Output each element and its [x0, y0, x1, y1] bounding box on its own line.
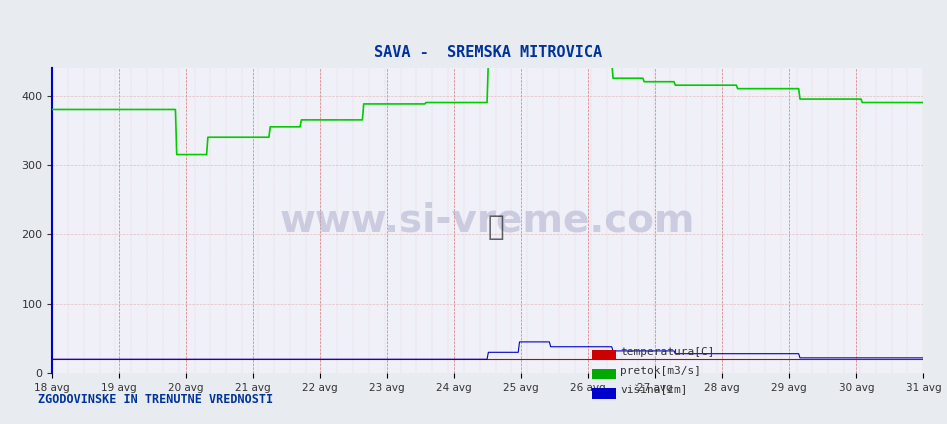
Text: pretok[m3/s]: pretok[m3/s]: [620, 366, 702, 376]
Text: www.si-vreme.com: www.si-vreme.com: [280, 201, 695, 240]
Text: višina[cm]: višina[cm]: [620, 385, 688, 395]
Title: SAVA -  SREMSKA MITROVICA: SAVA - SREMSKA MITROVICA: [374, 45, 601, 60]
Text: 🏁: 🏁: [488, 212, 505, 240]
Text: temperatura[C]: temperatura[C]: [620, 347, 715, 357]
Text: ZGODOVINSKE IN TRENUTNE VREDNOSTI: ZGODOVINSKE IN TRENUTNE VREDNOSTI: [38, 393, 273, 406]
